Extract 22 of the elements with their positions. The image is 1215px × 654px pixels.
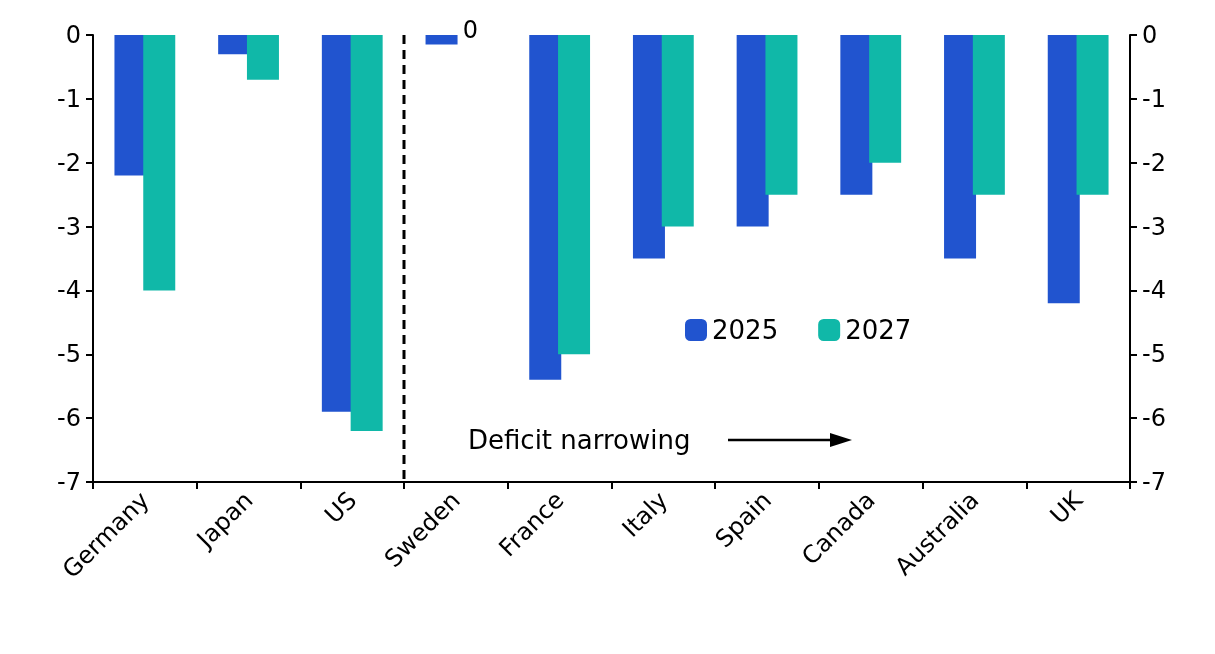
legend-label: 2027: [845, 315, 912, 345]
y-tick-label: 0: [65, 21, 81, 49]
y-tick-label: -5: [57, 340, 81, 369]
y2-tick-label: -2: [1142, 148, 1166, 177]
y2-tick-label: -3: [1142, 212, 1166, 241]
y-tick-label: -3: [57, 212, 81, 241]
y2-tick-label: -6: [1142, 404, 1166, 433]
y2-tick-label: -1: [1142, 84, 1166, 113]
annotation: Deficit narrowing: [467, 425, 691, 455]
y2-tick-label: 0: [1142, 21, 1158, 49]
data-label: 0: [462, 16, 478, 44]
y-tick-label: -6: [57, 404, 81, 433]
x-tick-label: UK: [1044, 485, 1089, 530]
y-tick-label: -2: [57, 148, 81, 177]
legend-label: 2025: [712, 315, 779, 345]
y2-tick-label: -5: [1142, 340, 1166, 369]
y-tick-label: -7: [57, 468, 81, 496]
y-tick-label: -4: [57, 276, 81, 305]
y-tick-label: -1: [57, 84, 81, 113]
x-tick-label: US: [319, 486, 363, 530]
y2-tick-label: -4: [1142, 276, 1166, 305]
y2-tick-label: -7: [1142, 468, 1166, 496]
